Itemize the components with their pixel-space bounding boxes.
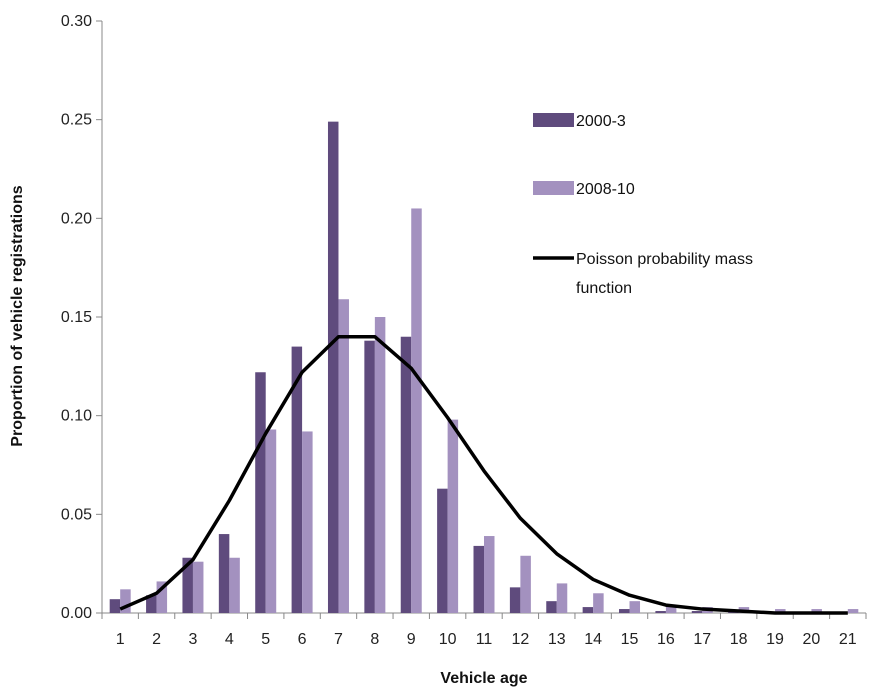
x-tick-label: 12 [511,631,529,648]
bar-2008-10 [484,536,495,613]
x-tick-label: 4 [225,631,234,648]
x-tick-label: 6 [298,631,307,648]
bar-2000-3 [400,336,412,613]
legend-label: Poisson probability mass [576,251,753,268]
bar-2008-10 [338,299,349,613]
bar-2000-3 [546,601,557,613]
x-tick-label: 14 [584,631,602,648]
y-axis-title: Proportion of vehicle registrations [9,185,26,446]
x-tick-label: 3 [188,631,197,648]
bar-2008-10 [156,581,168,613]
x-tick-label: 21 [839,631,857,648]
bar-2008-10 [120,589,131,613]
legend-swatch [533,181,574,195]
bar-2000-3 [437,488,448,613]
bar-2000-3 [364,340,375,613]
bar-2000-3 [146,595,157,613]
bar-2008-10 [265,429,277,613]
bar-2000-3 [619,609,630,613]
axes: 0.000.050.100.150.200.250.301 2 3 4 5 6 7 8 9 10 1… [61,13,867,648]
legend-label: 2008-10 [576,181,635,198]
x-tick-label: 1 [116,631,125,648]
y-tick-label: 0.25 [61,112,92,129]
legend-swatch [533,113,574,127]
x-tick-label: 8 [370,631,379,648]
bar-2008-10 [229,557,240,613]
y-tick-label: 0.05 [61,506,92,523]
x-tick-label: 2 [152,631,161,648]
x-axis-title: Vehicle age [440,670,527,687]
bar-2008-10 [593,593,604,613]
bar-2000-3 [182,557,193,613]
x-tick-label: 7 [334,631,343,648]
bar-2008-10 [192,561,204,613]
bar-2008-10 [847,609,859,613]
bar-2008-10 [556,583,568,613]
bars [109,121,859,613]
x-tick-label: 13 [548,631,566,648]
bar-2008-10 [374,317,386,613]
x-tick-label: 18 [730,631,748,648]
poisson-line [119,334,848,615]
bar-2000-3 [582,607,594,613]
bar-2000-3 [473,545,484,613]
bar-2008-10 [665,605,677,613]
x-tick-label: 11 [476,631,493,648]
y-tick-label: 0.10 [61,408,92,425]
x-tick-label: 10 [439,631,457,648]
bar-2000-3 [327,121,339,613]
x-tick-label: 20 [803,631,821,648]
legend-label: function [576,280,632,297]
bar-2008-10 [447,419,459,613]
y-tick-label: 0.00 [61,605,92,622]
x-tick-label: 15 [621,631,639,648]
bar-2008-10 [520,555,531,613]
bar-2000-3 [218,534,230,613]
bar-2000-3 [291,346,303,613]
y-tick-label: 0.30 [61,13,92,30]
bar-2008-10 [411,208,422,613]
poisson-line-layer [119,334,848,615]
bar-2008-10 [629,601,641,613]
bar-2000-3 [109,599,121,613]
bar-2008-10 [302,431,313,613]
bar-2000-3 [509,587,521,613]
y-tick-label: 0.20 [61,210,92,227]
bar-2008-10 [775,609,786,613]
y-tick-label: 0.15 [61,309,92,326]
legend: 2000-3 2008-10 Poisson probability mass fun… [533,113,753,297]
x-tick-label: 17 [693,631,711,648]
bar-2008-10 [811,609,822,613]
x-tick-label: 16 [657,631,675,648]
bar-2000-3 [691,611,703,613]
x-tick-label: 5 [261,631,270,648]
legend-label: 2000-3 [576,113,626,130]
x-tick-label: 9 [407,631,416,648]
x-tick-label: 19 [766,631,784,648]
bar-2000-3 [655,611,666,613]
bar-2000-3 [255,372,266,613]
